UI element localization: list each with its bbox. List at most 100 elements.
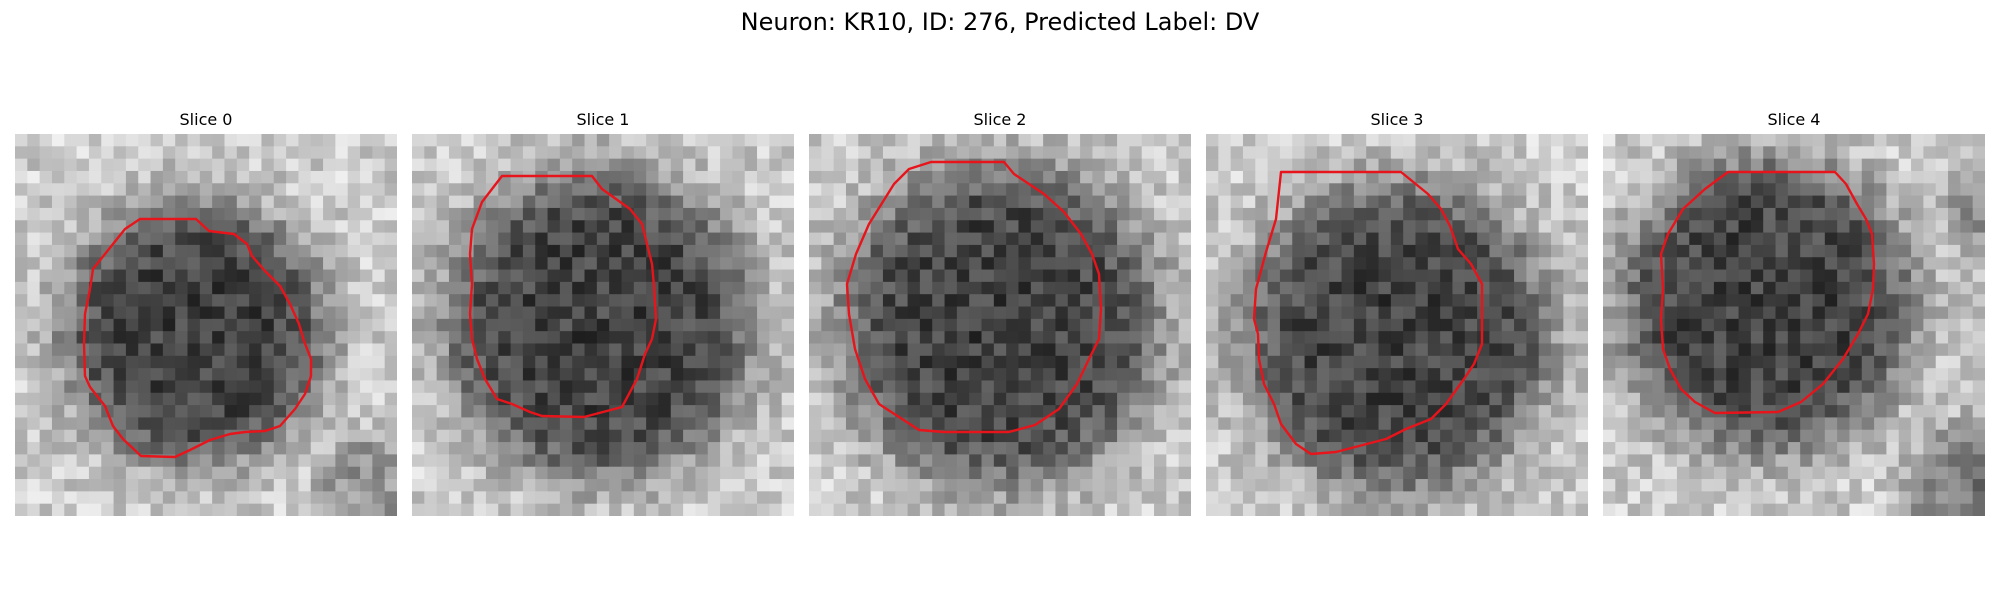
image-pixel bbox=[944, 269, 958, 283]
image-pixel bbox=[249, 442, 263, 455]
image-pixel bbox=[1489, 392, 1503, 406]
image-pixel bbox=[162, 146, 176, 160]
image-pixel bbox=[1563, 220, 1577, 234]
image-pixel bbox=[1824, 343, 1838, 357]
image-pixel bbox=[424, 442, 438, 455]
image-pixel bbox=[1972, 405, 1985, 419]
image-pixel bbox=[175, 491, 189, 505]
image-pixel bbox=[781, 503, 794, 516]
image-pixel bbox=[547, 331, 561, 345]
image-pixel bbox=[956, 269, 970, 283]
image-pixel bbox=[1726, 306, 1740, 320]
image-pixel bbox=[670, 220, 684, 234]
image-pixel bbox=[732, 207, 746, 221]
image-pixel bbox=[1563, 491, 1577, 505]
image-pixel bbox=[1166, 220, 1180, 234]
image-pixel bbox=[944, 442, 958, 455]
image-pixel bbox=[1861, 442, 1875, 455]
image-pixel bbox=[1849, 368, 1863, 382]
image-pixel bbox=[51, 380, 65, 394]
image-pixel bbox=[1092, 158, 1106, 172]
image-pixel bbox=[833, 466, 847, 480]
image-pixel bbox=[1972, 355, 1985, 369]
image-pixel bbox=[744, 380, 758, 394]
image-pixel bbox=[1935, 146, 1949, 160]
image-pixel bbox=[298, 170, 312, 184]
image-pixel bbox=[993, 318, 1007, 332]
image-pixel bbox=[809, 479, 822, 492]
image-pixel bbox=[1489, 281, 1503, 295]
image-pixel bbox=[609, 331, 623, 345]
image-pixel bbox=[360, 134, 373, 147]
image-pixel bbox=[1898, 220, 1912, 234]
image-pixel bbox=[162, 306, 176, 320]
image-pixel bbox=[187, 146, 201, 160]
image-pixel bbox=[1538, 331, 1552, 345]
image-pixel bbox=[1701, 306, 1715, 320]
microscopy-image bbox=[1603, 134, 1985, 516]
image-pixel bbox=[1341, 170, 1355, 184]
image-pixel bbox=[1267, 503, 1281, 516]
image-pixel bbox=[1464, 355, 1478, 369]
image-pixel bbox=[1415, 442, 1429, 455]
image-pixel bbox=[249, 158, 263, 172]
image-pixel bbox=[64, 417, 78, 431]
image-pixel bbox=[101, 368, 115, 382]
image-pixel bbox=[1849, 207, 1863, 221]
image-pixel bbox=[347, 343, 361, 357]
image-pixel bbox=[1055, 429, 1069, 443]
image-pixel bbox=[347, 269, 361, 283]
image-pixel bbox=[1415, 355, 1429, 369]
image-pixel bbox=[498, 257, 512, 271]
image-pixel bbox=[175, 232, 189, 246]
image-pixel bbox=[1341, 257, 1355, 271]
image-pixel bbox=[757, 306, 770, 320]
image-pixel bbox=[412, 269, 425, 283]
image-pixel bbox=[1639, 134, 1653, 147]
image-pixel bbox=[510, 417, 524, 431]
image-pixel bbox=[461, 479, 475, 492]
image-pixel bbox=[1104, 442, 1118, 455]
image-pixel bbox=[15, 380, 28, 394]
image-pixel bbox=[993, 503, 1007, 516]
image-pixel bbox=[310, 281, 324, 295]
image-pixel bbox=[1043, 207, 1057, 221]
image-pixel bbox=[1378, 454, 1392, 468]
image-pixel bbox=[572, 417, 586, 431]
image-pixel bbox=[547, 257, 561, 271]
image-pixel bbox=[1689, 294, 1703, 308]
image-pixel bbox=[1800, 479, 1814, 492]
image-pixel bbox=[461, 355, 475, 369]
image-pixel bbox=[1464, 331, 1478, 345]
image-pixel bbox=[1526, 281, 1540, 295]
image-pixel bbox=[1427, 503, 1441, 516]
image-pixel bbox=[993, 134, 1007, 147]
image-pixel bbox=[845, 503, 859, 516]
image-pixel bbox=[1514, 405, 1527, 419]
image-pixel bbox=[969, 491, 983, 505]
image-pixel bbox=[88, 343, 102, 357]
image-pixel bbox=[522, 466, 536, 480]
image-pixel bbox=[1141, 183, 1155, 197]
image-pixel bbox=[781, 220, 794, 234]
image-pixel bbox=[1154, 343, 1167, 357]
image-pixel bbox=[707, 479, 721, 492]
image-pixel bbox=[1898, 146, 1912, 160]
image-pixel bbox=[1526, 417, 1540, 431]
image-pixel bbox=[125, 318, 139, 332]
image-pixel bbox=[1117, 380, 1130, 394]
image-pixel bbox=[522, 380, 536, 394]
image-pixel bbox=[1824, 491, 1838, 505]
image-pixel bbox=[1849, 442, 1863, 455]
image-pixel bbox=[1738, 257, 1752, 271]
image-pixel bbox=[547, 503, 561, 516]
image-pixel bbox=[125, 158, 139, 172]
image-pixel bbox=[1639, 183, 1653, 197]
image-pixel bbox=[1514, 454, 1527, 468]
image-pixel bbox=[1935, 343, 1949, 357]
image-pixel bbox=[882, 429, 896, 443]
image-pixel bbox=[1849, 479, 1863, 492]
image-pixel bbox=[1837, 257, 1851, 271]
image-pixel bbox=[125, 220, 139, 234]
image-pixel bbox=[1206, 343, 1219, 357]
